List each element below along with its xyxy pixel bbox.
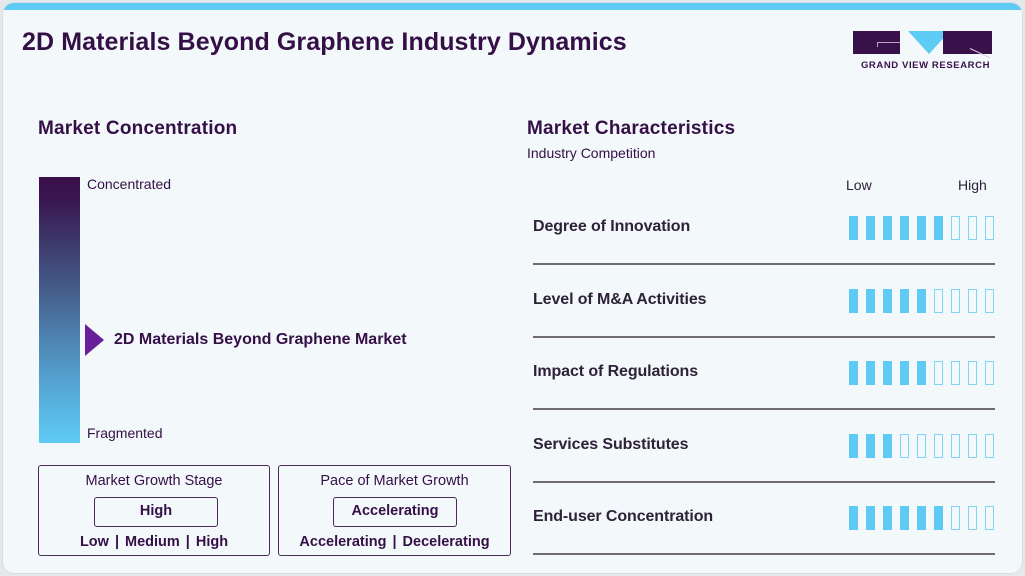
logo-r-block-icon bbox=[943, 31, 992, 54]
row-divider bbox=[533, 553, 995, 555]
top-accent-bar bbox=[3, 3, 1022, 10]
rating-segment-filled bbox=[883, 288, 892, 313]
rating-segment-empty bbox=[934, 361, 943, 385]
characteristic-label: Degree of Innovation bbox=[533, 218, 691, 235]
rating-segment-filled bbox=[917, 506, 926, 530]
page-title: 2D Materials Beyond Graphene Industry Dy… bbox=[22, 28, 627, 56]
rating-segment-filled bbox=[866, 288, 875, 313]
rating-segment-filled bbox=[900, 216, 909, 240]
growth-stage-option-high: High bbox=[195, 534, 229, 550]
rating-segment-filled bbox=[883, 361, 892, 385]
separator: | bbox=[392, 534, 397, 550]
market-position-label: 2D Materials Beyond Graphene Market bbox=[114, 331, 407, 348]
rating-segment-empty bbox=[968, 506, 977, 530]
rating-segment-filled bbox=[883, 216, 892, 240]
rating-segment-empty bbox=[951, 433, 960, 458]
separator: | bbox=[185, 534, 190, 550]
rating-segment-empty bbox=[951, 288, 960, 313]
scale-high-label: High bbox=[958, 177, 987, 193]
rating-segment-filled bbox=[934, 506, 943, 530]
pace-of-market-growth-box: Pace of Market Growth Accelerating Accel… bbox=[278, 465, 511, 556]
rating-segment-filled bbox=[849, 288, 858, 313]
rating-segment-filled bbox=[849, 361, 858, 385]
logo-g-line-icon bbox=[877, 42, 900, 43]
characteristic-rating-meter bbox=[849, 288, 994, 313]
growth-pace-value: Accelerating bbox=[333, 497, 457, 527]
row-divider bbox=[533, 480, 995, 483]
rating-segment-filled bbox=[866, 216, 875, 240]
concentrated-label: Concentrated bbox=[87, 176, 172, 192]
logo-text: GRAND VIEW RESEARCH bbox=[860, 60, 991, 71]
logo-g-block-icon bbox=[853, 31, 900, 54]
rating-segment-empty bbox=[985, 216, 994, 240]
fragmented-label: Fragmented bbox=[87, 425, 163, 441]
growth-stage-option-low: Low bbox=[79, 534, 109, 550]
market-position-marker-icon bbox=[85, 324, 104, 356]
rating-segment-empty bbox=[951, 361, 960, 385]
rating-segment-filled bbox=[849, 433, 858, 458]
growth-stage-option-medium: Medium bbox=[125, 534, 180, 550]
growth-pace-option-decelerating: Decelerating bbox=[402, 534, 490, 550]
separator: | bbox=[114, 534, 119, 550]
rating-segment-filled bbox=[849, 506, 858, 530]
rating-segment-empty bbox=[968, 361, 977, 385]
concentration-gradient-bar bbox=[39, 177, 80, 443]
rating-segment-empty bbox=[985, 506, 994, 530]
rating-segment-empty bbox=[934, 433, 943, 458]
rating-segment-filled bbox=[866, 433, 875, 458]
market-growth-stage-box: Market Growth Stage High Low | Medium | High bbox=[38, 465, 270, 556]
characteristic-rating-meter bbox=[849, 216, 994, 240]
rating-segment-filled bbox=[934, 216, 943, 240]
industry-competition-subtitle: Industry Competition bbox=[527, 145, 656, 161]
rating-segment-filled bbox=[866, 361, 875, 385]
rating-segment-empty bbox=[968, 433, 977, 458]
logo-v-triangle-icon bbox=[908, 31, 950, 54]
market-concentration-title: Market Concentration bbox=[38, 118, 238, 139]
rating-segment-empty bbox=[934, 288, 943, 313]
grand-view-research-logo: GRAND VIEW RESEARCH bbox=[853, 28, 998, 73]
characteristic-rating-meter bbox=[849, 433, 994, 458]
rating-segment-empty bbox=[900, 433, 909, 458]
rating-segment-filled bbox=[917, 361, 926, 385]
characteristic-rating-meter bbox=[849, 506, 994, 530]
rating-segment-empty bbox=[968, 288, 977, 313]
rating-segment-empty bbox=[985, 288, 994, 313]
row-divider bbox=[533, 263, 995, 265]
rating-segment-filled bbox=[866, 506, 875, 530]
scale-low-label: Low bbox=[846, 177, 872, 193]
rating-segment-empty bbox=[917, 433, 926, 458]
characteristic-label: Level of M&A Activities bbox=[533, 290, 707, 308]
growth-pace-option-accelerating: Accelerating bbox=[299, 534, 387, 550]
rating-segment-filled bbox=[883, 506, 892, 530]
growth-stage-title: Market Growth Stage bbox=[85, 473, 223, 489]
rating-segment-filled bbox=[883, 433, 892, 458]
rating-segment-filled bbox=[900, 361, 909, 385]
characteristic-label: Services Substitutes bbox=[533, 435, 689, 453]
rating-segment-empty bbox=[951, 216, 960, 240]
characteristic-label: End-user Concentration bbox=[533, 508, 714, 525]
growth-pace-options: Accelerating | Decelerating bbox=[279, 534, 510, 550]
characteristic-label: Impact of Regulations bbox=[533, 363, 699, 380]
rating-segment-filled bbox=[900, 288, 909, 313]
rating-segment-empty bbox=[985, 361, 994, 385]
rating-segment-filled bbox=[917, 216, 926, 240]
growth-stage-value: High bbox=[94, 497, 218, 527]
rating-segment-filled bbox=[917, 288, 926, 313]
logo-g-tick-icon bbox=[877, 42, 878, 47]
rating-segment-filled bbox=[849, 216, 858, 240]
rating-segment-empty bbox=[951, 506, 960, 530]
market-characteristics-title: Market Characteristics bbox=[527, 118, 736, 139]
rating-segment-empty bbox=[968, 216, 977, 240]
characteristic-rating-meter bbox=[849, 361, 994, 385]
growth-stage-options: Low | Medium | High bbox=[39, 534, 269, 550]
rating-segment-empty bbox=[985, 433, 994, 458]
growth-pace-title: Pace of Market Growth bbox=[320, 473, 469, 489]
row-divider bbox=[533, 408, 995, 410]
rating-segment-filled bbox=[900, 506, 909, 530]
row-divider bbox=[533, 335, 995, 338]
